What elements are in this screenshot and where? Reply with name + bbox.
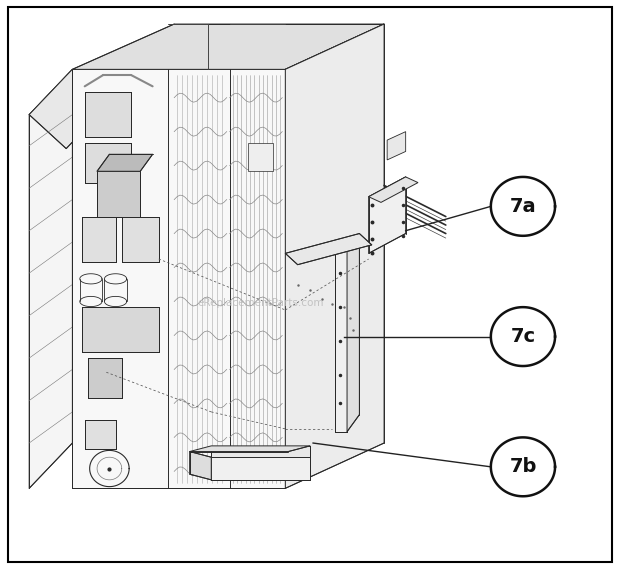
Polygon shape — [29, 69, 73, 488]
Polygon shape — [491, 307, 555, 366]
Polygon shape — [248, 143, 273, 171]
Polygon shape — [211, 457, 310, 480]
Polygon shape — [82, 307, 159, 352]
Polygon shape — [97, 171, 140, 217]
Text: 7a: 7a — [510, 197, 536, 216]
Polygon shape — [491, 438, 555, 496]
Polygon shape — [369, 177, 418, 203]
Polygon shape — [190, 446, 310, 452]
Polygon shape — [491, 177, 555, 236]
Polygon shape — [335, 250, 347, 432]
Polygon shape — [73, 24, 384, 69]
Polygon shape — [369, 177, 405, 253]
Polygon shape — [88, 358, 122, 398]
Polygon shape — [85, 92, 131, 137]
Polygon shape — [387, 131, 405, 160]
Polygon shape — [82, 217, 115, 262]
Polygon shape — [73, 69, 285, 488]
Polygon shape — [211, 446, 310, 457]
Polygon shape — [285, 24, 384, 488]
Text: eReplacementParts.com: eReplacementParts.com — [197, 298, 324, 308]
Polygon shape — [85, 420, 115, 449]
Polygon shape — [122, 217, 159, 262]
Polygon shape — [347, 233, 360, 432]
Polygon shape — [85, 143, 131, 183]
Polygon shape — [285, 233, 372, 265]
Polygon shape — [97, 154, 153, 171]
Text: 7b: 7b — [509, 457, 537, 476]
Polygon shape — [29, 69, 109, 149]
Text: 7c: 7c — [510, 327, 536, 346]
Polygon shape — [190, 452, 211, 480]
